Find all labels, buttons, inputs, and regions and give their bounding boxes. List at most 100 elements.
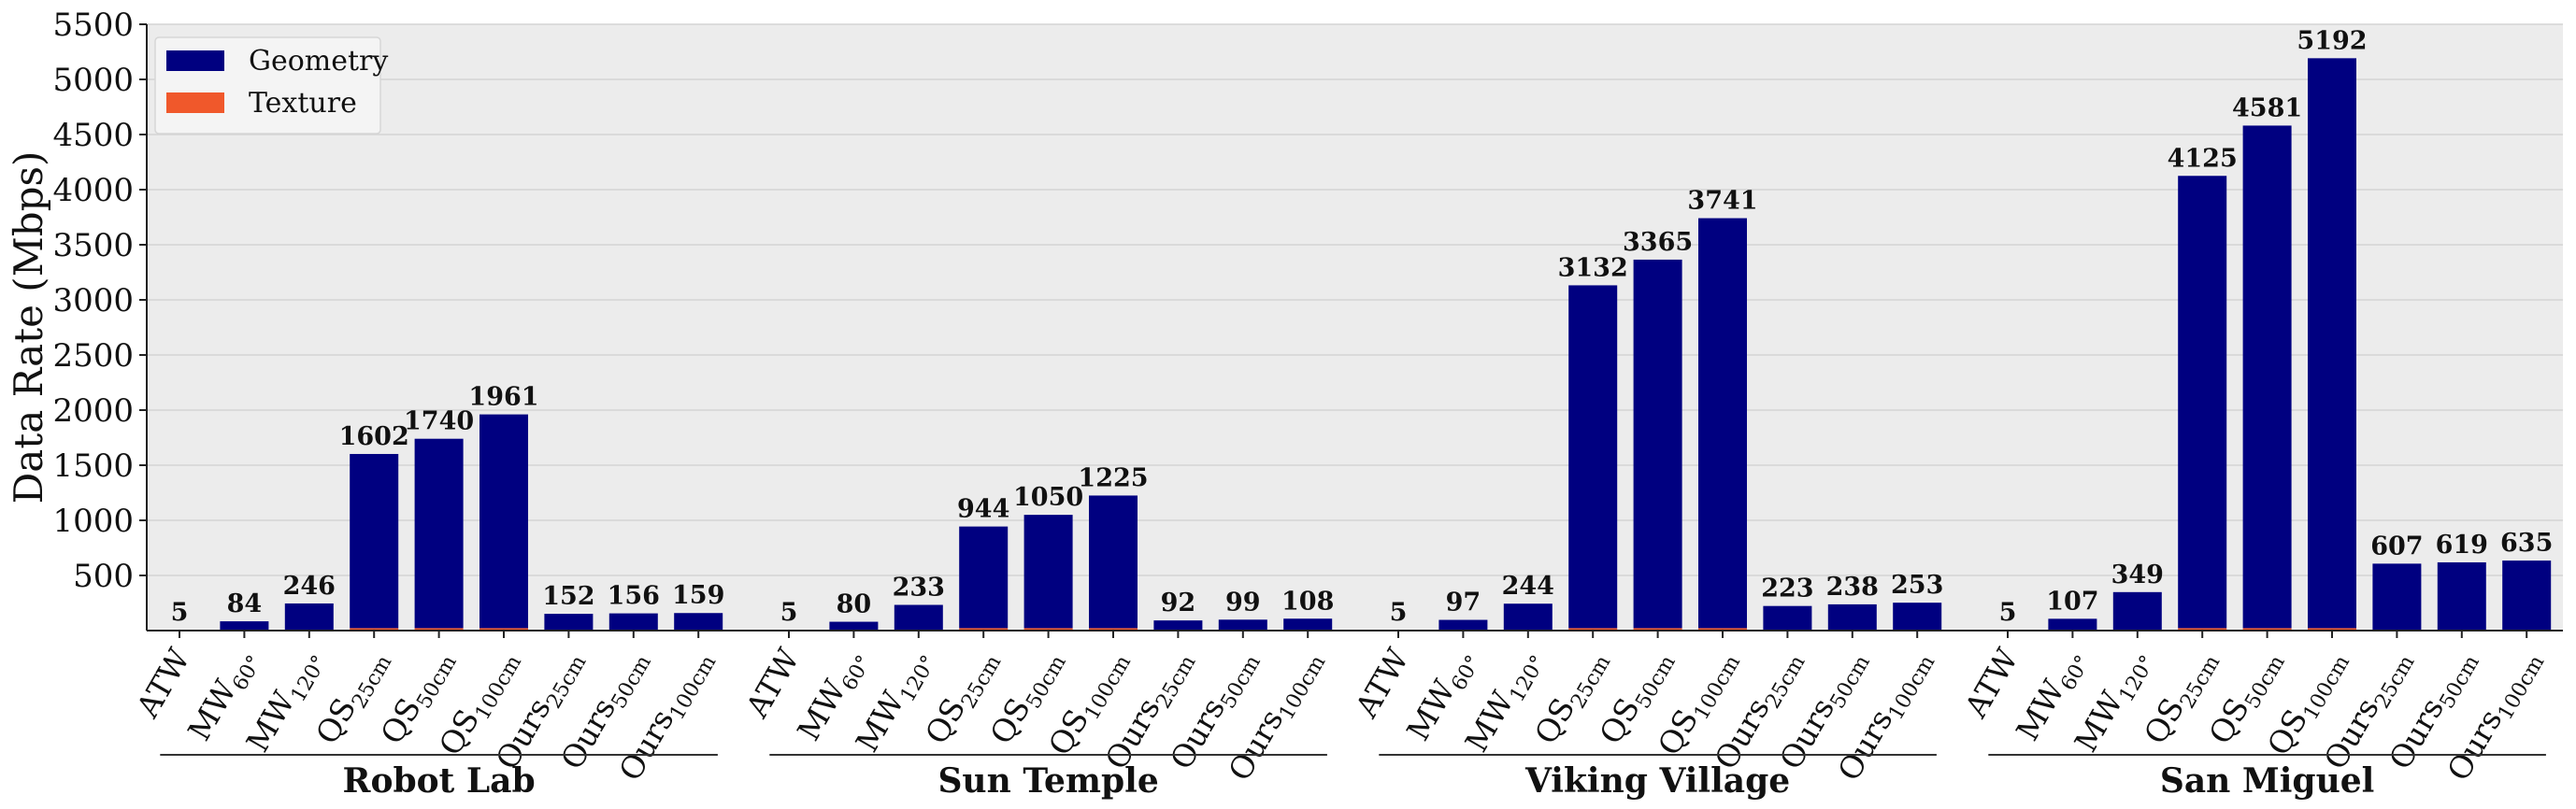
group-labels: Robot Lab Sun Temple Viking Village San Mig… [160, 754, 2546, 801]
data-label: 253 [1891, 571, 1943, 600]
bar-geometry [1503, 603, 1553, 631]
y-tick-label: 2000 [52, 392, 134, 430]
y-tick-label: 500 [73, 558, 134, 595]
data-label: 5 [780, 598, 798, 627]
y-tick-label: 5000 [52, 62, 134, 99]
bar-geometry [284, 603, 334, 631]
data-label: 244 [1502, 572, 1554, 601]
bar-geometry [959, 526, 1009, 629]
bar-geometry [829, 621, 879, 631]
legend: Geometry Texture [154, 36, 388, 135]
data-label: 156 [608, 582, 660, 611]
data-label: 246 [283, 572, 336, 601]
data-label: 92 [1161, 589, 1196, 617]
bar-geometry [1283, 618, 1333, 631]
x-tick-label: ATW [738, 642, 807, 724]
bar-geometry [608, 613, 658, 631]
data-label: 159 [672, 581, 724, 610]
bar-geometry [479, 414, 528, 629]
bars [155, 58, 2552, 631]
bar-geometry [1218, 619, 1267, 631]
bar-geometry [350, 453, 399, 629]
group-label: San Miguel [2160, 761, 2374, 801]
group-label: Robot Lab [343, 761, 536, 801]
legend-label-texture: Texture [249, 87, 357, 120]
bar-geometry [1438, 619, 1488, 631]
bar-geometry [1633, 259, 1682, 629]
group-label: Sun Temple [937, 761, 1158, 801]
y-tick-label: 3500 [52, 227, 134, 264]
data-label: 1225 [1078, 463, 1148, 492]
y-tick-label: 3000 [52, 282, 134, 319]
bar-geometry [1023, 515, 1073, 629]
bar-geometry [2048, 618, 2097, 631]
bar-geometry [2112, 591, 2162, 631]
bar-geometry [2502, 561, 2552, 631]
data-label: 107 [2046, 587, 2098, 616]
data-label: 97 [1446, 589, 1481, 617]
bar-texture [1023, 628, 1073, 631]
data-label: 349 [2111, 561, 2164, 589]
bar-geometry [2437, 561, 2486, 631]
bar-texture [1089, 628, 1138, 631]
data-label: 619 [2436, 531, 2488, 560]
data-label: 5192 [2297, 26, 2367, 55]
data-label: 944 [957, 495, 1009, 524]
bar-geometry [1153, 620, 1203, 631]
bar-geometry [894, 604, 943, 631]
y-tick-label: 1000 [52, 503, 134, 540]
y-axis-label: Data Rate (Mbps) [6, 151, 51, 504]
bar-texture [2308, 628, 2356, 631]
bar-texture [414, 628, 464, 631]
bar-geometry [1698, 218, 1747, 629]
data-label: 80 [837, 590, 872, 619]
data-label: 84 [227, 589, 263, 618]
y-tick-label: 2500 [52, 337, 134, 375]
data-label: 152 [542, 582, 594, 611]
data-label: 1740 [404, 407, 474, 436]
bar-geometry [2372, 563, 2422, 631]
bar-geometry [1827, 603, 1877, 631]
bar-texture [350, 628, 399, 631]
y-tick-label: 4000 [52, 172, 134, 209]
x-tick-label: ATW [129, 642, 197, 724]
data-label: 5 [1390, 598, 1408, 627]
data-label: 238 [1826, 573, 1879, 602]
data-label: 5 [171, 598, 189, 627]
y-tick-label: 4500 [52, 117, 134, 154]
data-label: 99 [1225, 588, 1261, 617]
data-label: 1961 [468, 383, 538, 412]
bar-texture [1698, 628, 1747, 631]
x-tick-label: ATW [1348, 642, 1416, 724]
y-tick-label: 5500 [52, 7, 134, 44]
data-label: 635 [2500, 529, 2553, 558]
data-label: 5 [1999, 598, 2017, 627]
bar-texture [479, 628, 528, 631]
bar-geometry [220, 621, 269, 631]
y-tick-label: 1500 [52, 447, 134, 485]
x-tick-label: ATW [1957, 642, 2025, 724]
bar-texture [1568, 628, 1618, 631]
group-label: Viking Village [1524, 761, 1790, 801]
plot-area [147, 24, 2563, 631]
bar-geometry [1893, 603, 1942, 631]
axes: 500 1000 1500 2000 2500 3000 3500 4000 4500 5000 5… [52, 7, 2563, 638]
bar-geometry [674, 613, 723, 631]
bar-geometry [544, 614, 594, 631]
legend-swatch-texture [166, 92, 224, 113]
data-label: 1602 [339, 422, 409, 451]
data-label: 3741 [1687, 187, 1757, 216]
bar-texture [2178, 628, 2227, 631]
data-label: 4125 [2168, 144, 2238, 173]
data-label: 4581 [2232, 93, 2302, 122]
bar-geometry [1568, 285, 1618, 629]
data-label: 3365 [1623, 228, 1693, 257]
legend-swatch-geometry [166, 50, 224, 71]
bar-geometry [414, 438, 464, 629]
data-label: 108 [1281, 587, 1334, 616]
bar-geometry [2242, 125, 2292, 629]
bar-texture [2242, 628, 2292, 631]
bar-texture [1633, 628, 1682, 631]
